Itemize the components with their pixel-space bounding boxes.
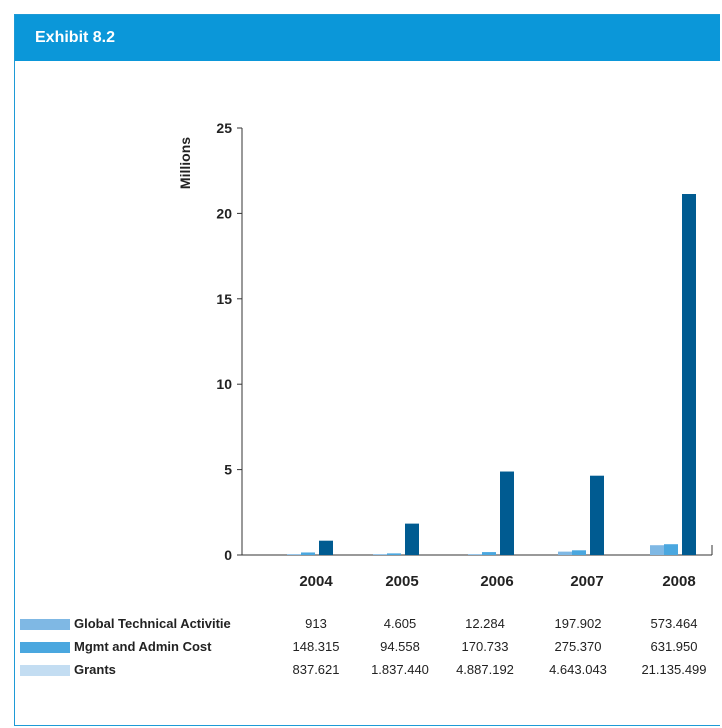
bar-grants-2005 xyxy=(405,523,419,555)
bar-mgmt-and-admin-cost-2007 xyxy=(572,550,586,555)
exhibit-title: Exhibit 8.2 xyxy=(35,29,116,46)
bar-global-technical-activitie-2008 xyxy=(650,545,664,555)
y-tick-label: 0 xyxy=(224,547,232,563)
x-category-label: 2008 xyxy=(662,573,695,590)
exhibit-frame: Exhibit 8.2 xyxy=(14,14,720,726)
y-tick-label: 25 xyxy=(216,120,232,136)
bar-global-technical-activitie-2004 xyxy=(287,554,301,555)
bar-global-technical-activitie-2006 xyxy=(468,554,482,555)
bar-mgmt-and-admin-cost-2006 xyxy=(482,552,496,555)
y-tick-label: 10 xyxy=(216,376,232,392)
x-category-label: 2007 xyxy=(570,573,603,590)
bar-mgmt-and-admin-cost-2004 xyxy=(301,552,315,555)
bar-mgmt-and-admin-cost-2008 xyxy=(664,544,678,555)
bar-global-technical-activitie-2007 xyxy=(558,551,572,555)
x-category-label: 2005 xyxy=(385,573,418,590)
x-category-label: 2006 xyxy=(480,573,513,590)
bar-grants-2006 xyxy=(500,471,514,555)
exhibit-header: Exhibit 8.2 xyxy=(15,15,720,61)
bar-grants-2004 xyxy=(319,540,333,555)
y-tick-label: 20 xyxy=(216,205,232,221)
bar-grants-2007 xyxy=(590,475,604,555)
y-axis-title: Millions xyxy=(177,137,193,189)
bar-grants-2008 xyxy=(682,194,696,555)
bar-global-technical-activitie-2005 xyxy=(373,554,387,555)
x-category-label: 2004 xyxy=(299,573,333,590)
y-tick-label: 5 xyxy=(224,462,232,478)
y-tick-label: 15 xyxy=(216,291,232,307)
bar-mgmt-and-admin-cost-2005 xyxy=(387,553,401,555)
